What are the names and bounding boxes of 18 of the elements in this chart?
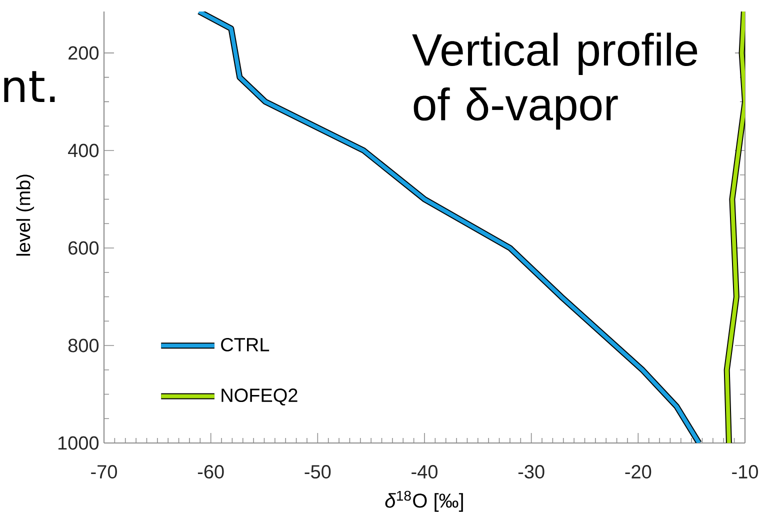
x-tick-label: -30 bbox=[518, 465, 544, 479]
x-tick-label: -70 bbox=[91, 465, 117, 479]
y-tick-label: 400 bbox=[68, 144, 99, 158]
x-tick-label: -20 bbox=[625, 465, 652, 479]
legend-label: NOFEQ2 bbox=[222, 388, 298, 406]
x-tick-label: -50 bbox=[304, 465, 331, 479]
legend-label: CTRL bbox=[221, 338, 270, 352]
y-tick-label: 600 bbox=[68, 241, 99, 255]
text: Vertical profile of δ-vapor bbox=[412, 32, 698, 130]
y-tick-label: 800 bbox=[68, 338, 99, 352]
x-tick-label: -60 bbox=[198, 465, 224, 479]
x-axis-title: δ$^{18}$O [‰] bbox=[385, 490, 463, 512]
y-axis-title: level (mb) bbox=[16, 174, 34, 256]
x-tick-label: -10 bbox=[732, 465, 758, 479]
y-tick-label: 1000 bbox=[58, 436, 99, 450]
text: nt. bbox=[4, 71, 55, 102]
x-tick-label: -40 bbox=[412, 465, 438, 479]
y-tick-label: 200 bbox=[68, 46, 99, 60]
